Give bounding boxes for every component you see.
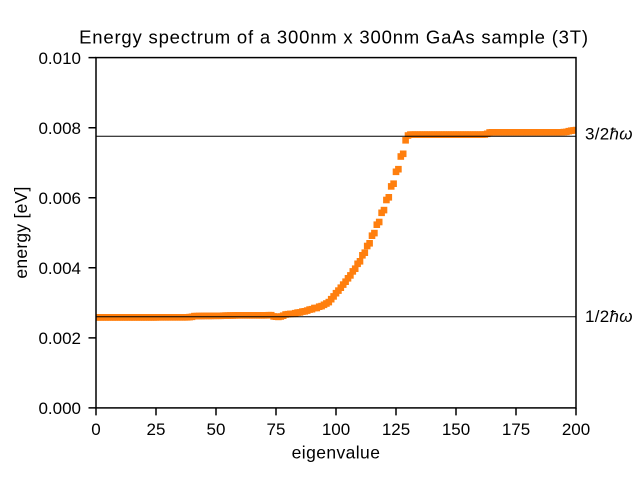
- svg-text:0.004: 0.004: [38, 259, 81, 278]
- svg-text:150: 150: [442, 420, 470, 439]
- svg-text:75: 75: [267, 420, 286, 439]
- svg-text:0.006: 0.006: [38, 189, 81, 208]
- svg-text:25: 25: [147, 420, 166, 439]
- svg-text:0.002: 0.002: [38, 329, 81, 348]
- svg-text:100: 100: [322, 420, 350, 439]
- svg-text:0.000: 0.000: [38, 399, 81, 418]
- svg-text:50: 50: [207, 420, 226, 439]
- svg-text:175: 175: [502, 420, 530, 439]
- svg-text:Energy spectrum of a 300nm x 3: Energy spectrum of a 300nm x 300nm GaAs …: [79, 27, 589, 48]
- svg-text:0.008: 0.008: [38, 119, 81, 138]
- svg-text:3/2ħω: 3/2ħω: [585, 124, 633, 143]
- svg-text:1/2ħω: 1/2ħω: [585, 307, 633, 326]
- svg-text:0: 0: [91, 420, 100, 439]
- svg-text:200: 200: [562, 420, 590, 439]
- svg-text:125: 125: [382, 420, 410, 439]
- svg-text:eigenvalue: eigenvalue: [292, 443, 381, 463]
- svg-text:energy [eV]: energy [eV]: [11, 186, 31, 278]
- svg-text:0.010: 0.010: [38, 49, 81, 68]
